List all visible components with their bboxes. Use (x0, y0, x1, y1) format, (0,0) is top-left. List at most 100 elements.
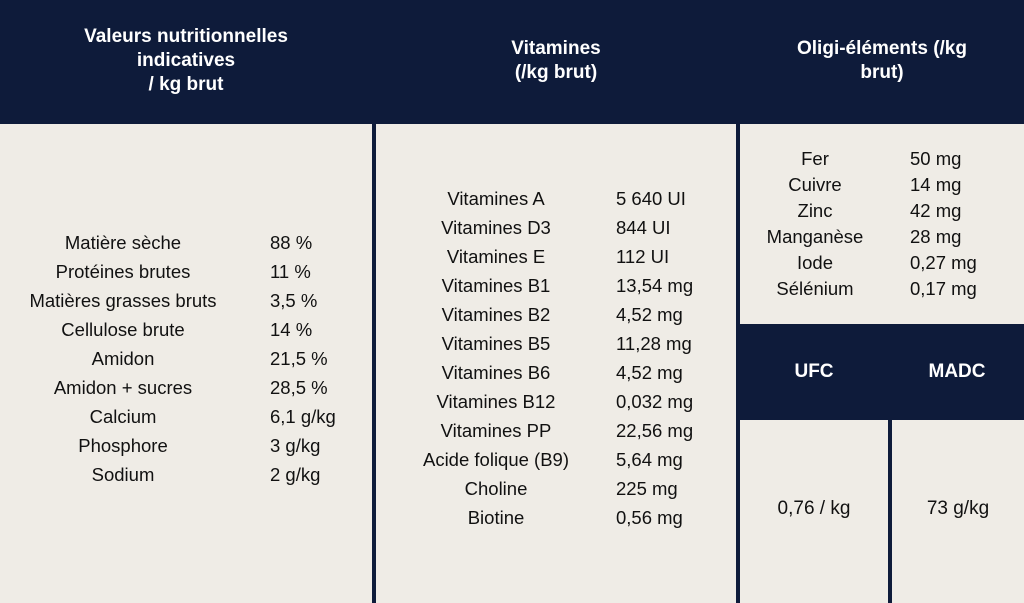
header-vitamins: Vitamines (/kg brut) (376, 0, 736, 122)
nutrition-name: Phosphore (78, 435, 168, 456)
nutrition-name: Matières grasses bruts (29, 290, 217, 311)
nutrition-value: 3,5 % (270, 290, 318, 311)
trace-name: Sélénium (776, 278, 854, 299)
vitamins-name: Choline (464, 478, 528, 499)
nutrition-value: 11 % (270, 261, 311, 282)
vitamins-value: 4,52 mg (616, 362, 683, 383)
vitamins-row: Vitamines B1 13,54 mg (376, 275, 736, 304)
vitamins-name: Vitamines B6 (441, 362, 551, 383)
header-ufc: UFC (740, 326, 888, 418)
vitamins-value: 0,56 mg (616, 507, 683, 528)
trace-value: 42 mg (910, 200, 962, 221)
header-trace-elements: Oligi-éléments (/kg brut) (740, 0, 1024, 122)
vitamins-name: Vitamines B2 (441, 304, 551, 325)
nutrition-name: Amidon (91, 348, 155, 369)
nutrition-value: 6,1 g/kg (270, 406, 336, 427)
vitamins-row: Vitamines PP 22,56 mg (376, 420, 736, 449)
nutrition-row: Calcium 6,1 g/kg (0, 406, 372, 435)
vitamins-row: Biotine 0,56 mg (376, 507, 736, 536)
vitamins-row: Vitamines D3 844 UI (376, 217, 736, 246)
header-nutrition: Valeurs nutritionnelles indicatives / kg… (0, 0, 372, 122)
nutrition-panel: Matière sèche 88 % Protéines brutes 11 % Mat… (0, 124, 372, 603)
nutrition-list: Matière sèche 88 % Protéines brutes 11 % Mat… (0, 232, 372, 502)
trace-name: Zinc (797, 200, 833, 221)
trace-row: Cuivre 14 mg (740, 174, 1024, 203)
madc-panel: 73 g/kg (892, 420, 1024, 603)
nutrition-row: Phosphore 3 g/kg (0, 435, 372, 464)
vitamins-name: Vitamines D3 (441, 217, 551, 238)
trace-row: Fer 50 mg (740, 148, 1024, 177)
trace-row: Manganèse 28 mg (740, 226, 1024, 255)
header-nutrition-line2: indicatives (136, 50, 236, 71)
trace-value: 0,27 mg (910, 252, 977, 273)
nutrition-row: Matière sèche 88 % (0, 232, 372, 261)
header-vitamins-line1: Vitamines (511, 38, 601, 59)
trace-name: Iode (796, 252, 833, 273)
header-nutrition-line1: Valeurs nutritionnelles (84, 26, 288, 47)
nutrition-value: 3 g/kg (270, 435, 321, 456)
vitamins-row: Vitamines E 112 UI (376, 246, 736, 275)
trace-name: Fer (801, 148, 829, 169)
trace-name: Manganèse (766, 226, 864, 247)
vitamins-row: Vitamines A 5 640 UI (376, 188, 736, 217)
vitamins-name: Vitamines A (447, 188, 545, 209)
vitamins-name: Vitamines B12 (436, 391, 556, 412)
nutrition-row: Amidon + sucres 28,5 % (0, 377, 372, 406)
vitamins-name: Vitamines B5 (441, 333, 551, 354)
vitamins-row: Choline 225 mg (376, 478, 736, 507)
vitamins-value: 225 mg (616, 478, 678, 499)
nutrition-value: 2 g/kg (270, 464, 321, 485)
ufc-panel: 0,76 / kg (740, 420, 888, 603)
nutrition-value: 88 % (270, 232, 313, 253)
trace-panel: Fer 50 mg Cuivre 14 mg Zinc 42 mg Manganèse 28 … (740, 124, 1024, 324)
vitamins-name: Vitamines B1 (441, 275, 551, 296)
vitamins-value: 4,52 mg (616, 304, 683, 325)
header-madc: MADC (890, 326, 1024, 418)
nutrition-row: Amidon 21,5 % (0, 348, 372, 377)
nutrition-name: Sodium (91, 464, 155, 485)
vitamins-row: Vitamines B5 11,28 mg (376, 333, 736, 362)
header-trace-line2: brut) (860, 62, 904, 83)
nutrition-value: 28,5 % (270, 377, 328, 398)
trace-value: 14 mg (910, 174, 962, 195)
vitamins-value: 0,032 mg (616, 391, 694, 412)
vitamins-value: 22,56 mg (616, 420, 694, 441)
trace-value: 0,17 mg (910, 278, 977, 299)
madc-value: 73 g/kg (926, 498, 990, 519)
nutrition-name: Protéines brutes (55, 261, 191, 282)
trace-row: Sélénium 0,17 mg (740, 278, 1024, 307)
nutrition-row: Cellulose brute 14 % (0, 319, 372, 348)
vitamins-value: 13,54 mg (616, 275, 694, 296)
vitamins-value: 844 UI (616, 217, 671, 238)
trace-value: 28 mg (910, 226, 962, 247)
nutrition-name: Amidon + sucres (53, 377, 193, 398)
vitamins-value: 5 640 UI (616, 188, 686, 209)
nutrition-value: 14 % (270, 319, 313, 340)
nutrition-name: Matière sèche (64, 232, 182, 253)
vitamins-value: 112 UI (616, 246, 670, 267)
nutrition-name: Calcium (89, 406, 157, 427)
vitamins-name: Acide folique (B9) (422, 449, 570, 470)
ufc-value: 0,76 / kg (777, 498, 851, 519)
vitamins-row: Vitamines B12 0,032 mg (376, 391, 736, 420)
nutrition-row: Protéines brutes 11 % (0, 261, 372, 290)
trace-name: Cuivre (788, 174, 842, 195)
trace-row: Zinc 42 mg (740, 200, 1024, 229)
nutrition-row: Matières grasses bruts 3,5 % (0, 290, 372, 319)
vitamins-row: Acide folique (B9) 5,64 mg (376, 449, 736, 478)
header-trace-line1: Oligi-éléments (/kg (797, 38, 967, 59)
header-vitamins-line2: (/kg brut) (514, 62, 598, 83)
trace-list: Fer 50 mg Cuivre 14 mg Zinc 42 mg Manganèse 28 … (740, 148, 1024, 308)
trace-row: Iode 0,27 mg (740, 252, 1024, 281)
nutrition-value: 21,5 % (270, 348, 328, 369)
vitamins-name: Vitamines PP (440, 420, 552, 441)
vitamins-row: Vitamines B6 4,52 mg (376, 362, 736, 391)
vitamins-value: 11,28 mg (616, 333, 692, 354)
header-nutrition-line3: / kg brut (148, 74, 224, 95)
vitamins-name: Vitamines E (446, 246, 546, 267)
nutrition-name: Cellulose brute (61, 319, 185, 340)
trace-value: 50 mg (910, 148, 962, 169)
vitamins-value: 5,64 mg (616, 449, 683, 470)
